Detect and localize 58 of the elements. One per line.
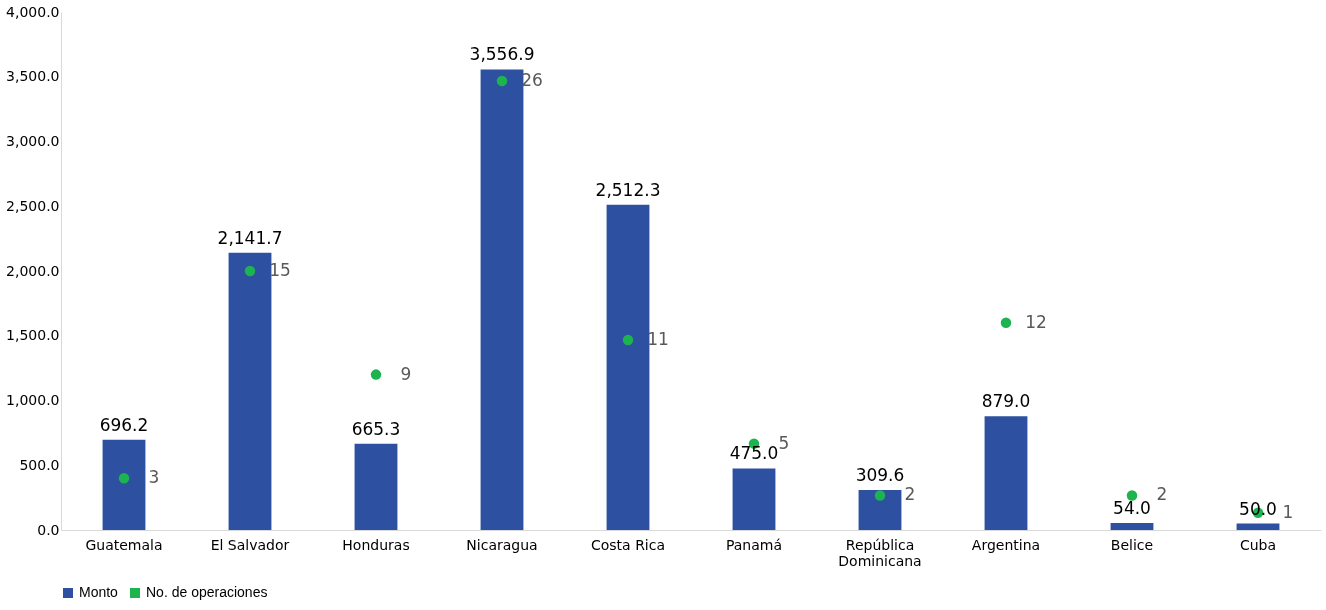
y-tick-label: 4,000.0 <box>6 3 60 20</box>
x-tick-label: Cuba <box>1239 536 1277 553</box>
bar <box>858 489 902 530</box>
legend-label: Monto <box>79 584 119 600</box>
bar <box>480 69 524 530</box>
data-label: 54.0 <box>1113 498 1151 519</box>
y-tick-label: 3,500.0 <box>6 68 60 85</box>
bar <box>1110 523 1154 530</box>
bar <box>354 443 398 530</box>
data-label: 11 <box>647 329 669 350</box>
legend-label: No. de operaciones <box>146 584 268 600</box>
y-tick-label: 1,000.0 <box>6 392 60 408</box>
point <box>1126 490 1138 501</box>
data-label: 9 <box>400 363 412 384</box>
data-label: 1 <box>1282 501 1294 522</box>
x-tick-label: Nicaragua <box>466 536 538 553</box>
y-tick-label: 3,000.0 <box>6 133 60 149</box>
point <box>244 265 256 277</box>
data-label: 665.3 <box>351 418 401 439</box>
data-label: 12 <box>1025 311 1047 332</box>
data-label: 2 <box>904 484 916 505</box>
point <box>874 490 886 501</box>
data-label: 696.2 <box>99 414 149 435</box>
x-tick-label: Costa Rica <box>590 536 666 553</box>
bar <box>102 439 146 530</box>
point <box>622 334 634 346</box>
y-tick-label: 1,500.0 <box>6 327 60 344</box>
x-tick-label: El Salvador <box>210 536 290 553</box>
point <box>118 472 130 484</box>
bar <box>984 416 1028 530</box>
x-tick-label: Honduras <box>342 536 410 553</box>
data-label: 879.0 <box>981 391 1031 412</box>
data-label: 15 <box>269 260 291 280</box>
bar <box>228 252 272 530</box>
data-label: 475.0 <box>729 443 779 464</box>
data-label: 2,512.3 <box>595 179 661 200</box>
data-label: 2 <box>1156 484 1168 505</box>
bar <box>606 204 650 530</box>
point <box>370 369 382 380</box>
data-label: 3 <box>148 467 160 488</box>
data-label: 5 <box>778 432 790 453</box>
x-tick-label: Panamá <box>725 536 783 553</box>
y-tick-label: 2,500.0 <box>6 197 60 214</box>
data-label: 309.6 <box>855 464 905 485</box>
data-label: 50.0 <box>1239 498 1277 519</box>
bar <box>732 468 776 530</box>
x-tick-label: República Dominicana <box>838 536 922 569</box>
data-label: 3,556.9 <box>469 44 535 65</box>
y-tick-label: 0.0 <box>37 521 60 538</box>
bar <box>1236 523 1280 530</box>
y-tick-label: 500.0 <box>19 456 60 473</box>
point <box>496 75 508 87</box>
x-tick-label: Argentina <box>971 536 1041 553</box>
y-tick-label: 2,000.0 <box>6 262 60 279</box>
data-label: 2,141.7 <box>217 227 283 248</box>
x-tick-label: Guatemala <box>85 536 163 553</box>
x-tick-label: Belice <box>1110 536 1154 553</box>
point <box>1000 317 1012 329</box>
